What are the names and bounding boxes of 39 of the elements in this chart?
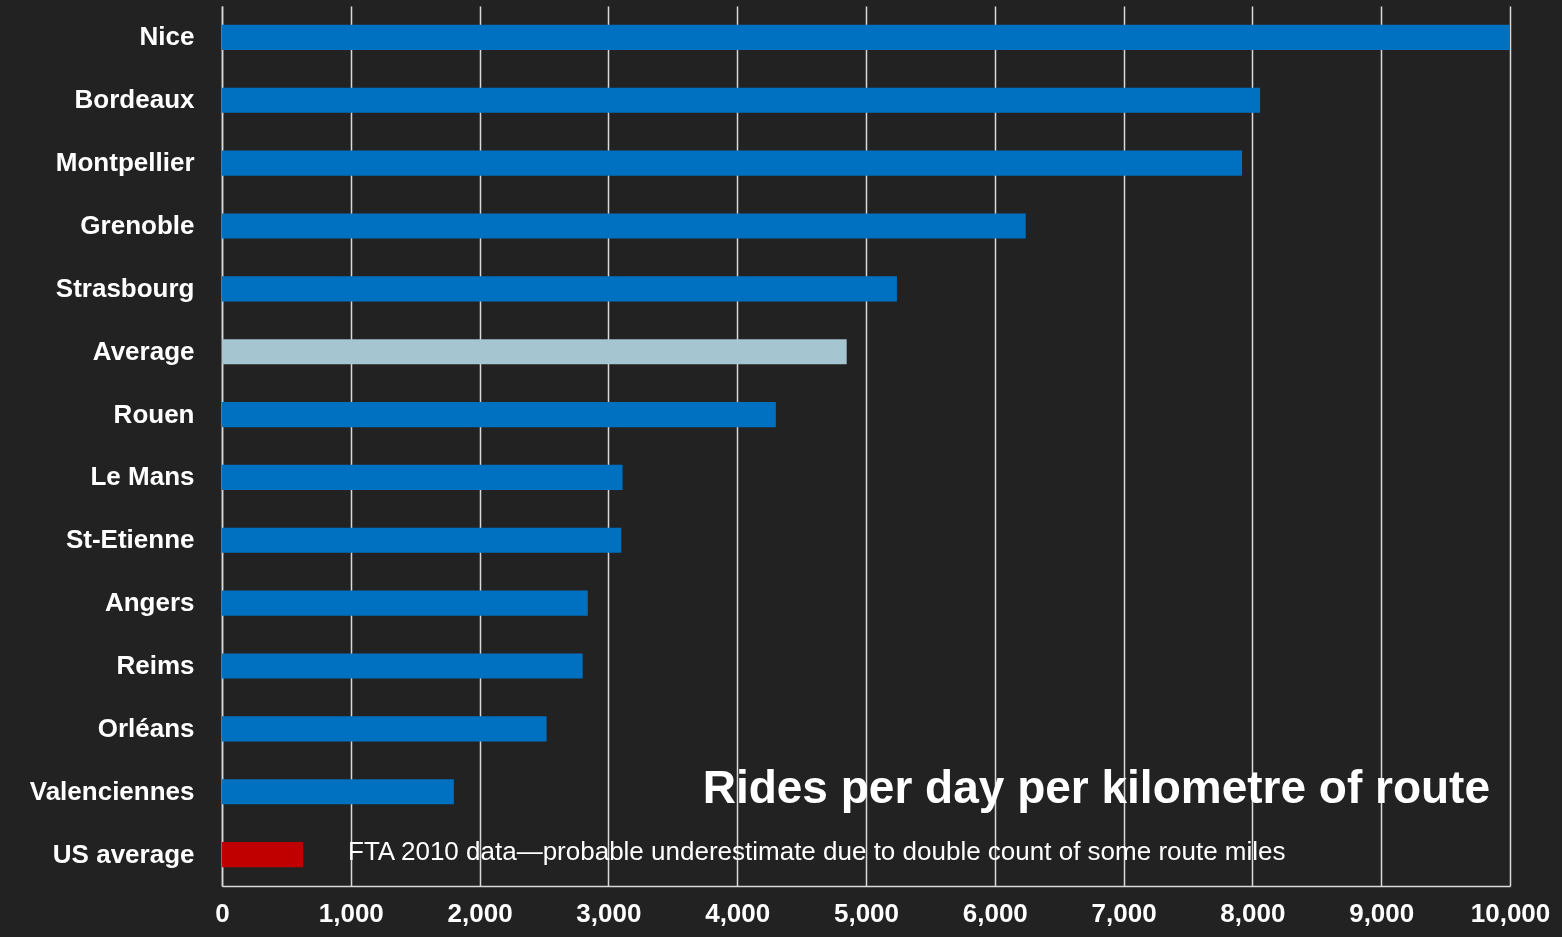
bar [222,527,622,553]
x-tick-label: 4,000 [705,897,771,928]
y-tick-label: Valenciennes [29,775,195,806]
y-tick-label: St-Etienne [65,524,195,555]
x-tick-label: 9,000 [1349,897,1415,928]
y-tick-label: Le Mans [90,461,195,492]
y-tick-label: Orléans [97,712,195,743]
bar [222,276,897,302]
y-tick-label: Strasbourg [55,272,195,303]
x-tick-label: 6,000 [962,897,1028,928]
x-tick-label: 1,000 [318,897,384,928]
bar [222,213,1026,239]
y-tick-label: Grenoble [80,210,195,240]
y-tick-label: US average [52,838,195,869]
y-tick-label: Montpellier [55,147,195,178]
y-tick-label: Average [92,335,195,366]
x-tick-label: 0 [215,897,230,928]
y-tick-label: Nice [139,21,195,52]
y-tick-label: Rouen [113,398,195,429]
y-tick-label: Bordeaux [74,84,196,115]
bar [222,779,454,805]
bar [222,716,547,742]
bar [222,402,776,428]
bar [222,653,583,679]
x-tick-label: 8,000 [1220,897,1286,928]
bar [222,24,1510,50]
x-tick-label: 3,000 [576,897,642,928]
x-tick-label: 2,000 [447,897,513,928]
bar [222,590,588,616]
bar [222,842,304,868]
bar [222,339,847,365]
bar [222,87,1261,113]
y-tick-label: Reims [116,650,195,680]
y-tick-label: Angers [104,587,195,618]
x-tick-label: 5,000 [833,897,900,928]
bar [222,464,623,490]
x-tick-label: 7,000 [1091,897,1157,928]
x-tick-label: 10,000 [1470,897,1551,928]
bar [222,150,1243,176]
